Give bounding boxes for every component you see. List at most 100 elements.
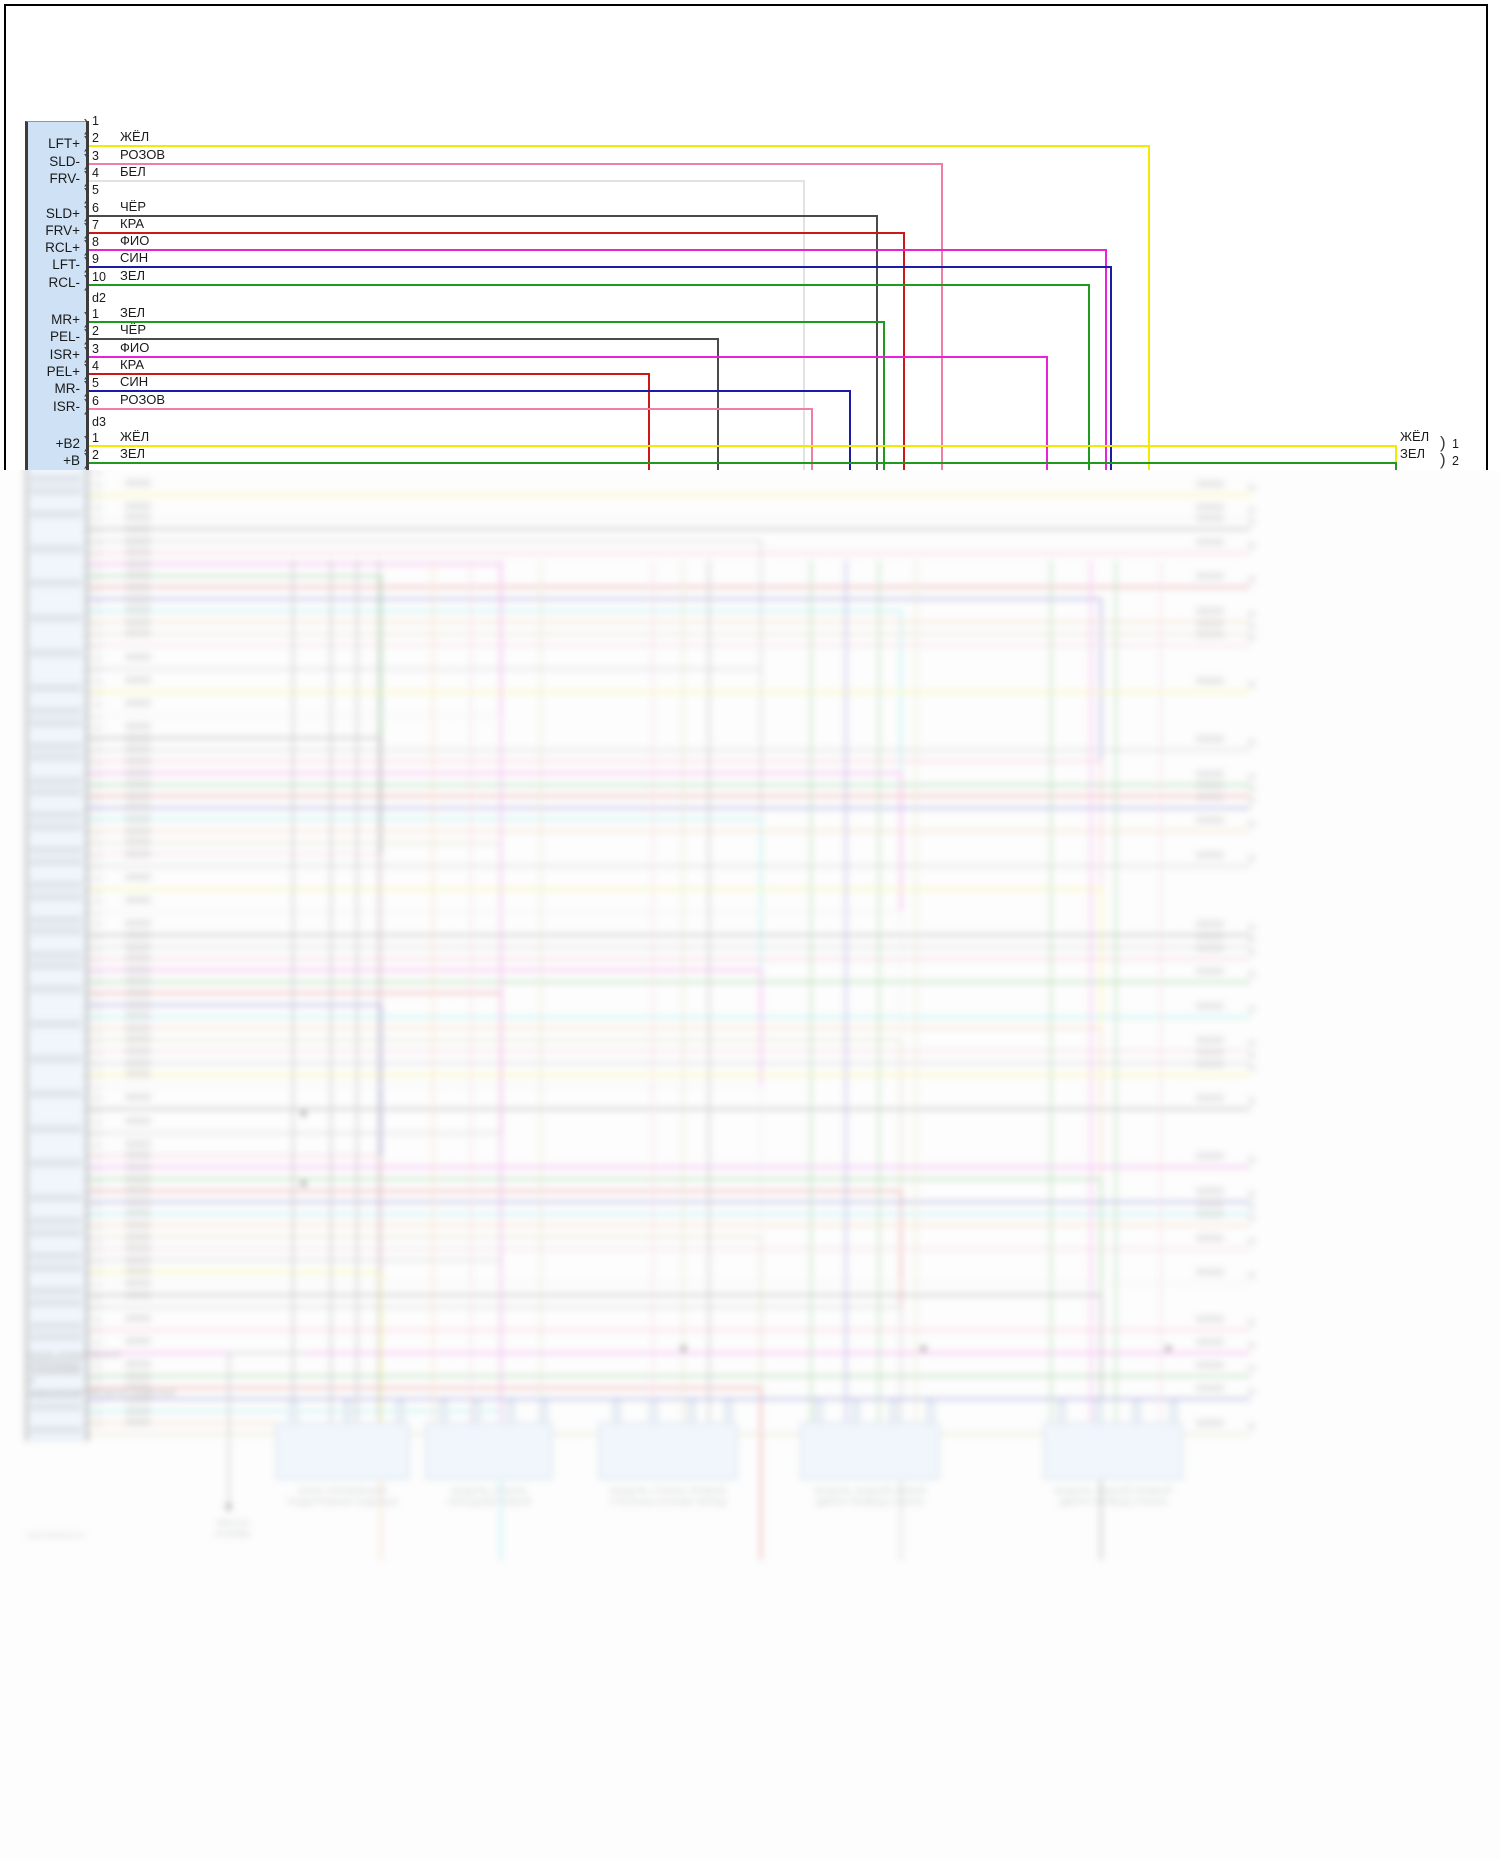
wire-vertical bbox=[500, 1259, 502, 1560]
wire-color-label bbox=[125, 1151, 151, 1160]
pin-brace-icon: ) bbox=[84, 818, 89, 835]
right-wire-color-label bbox=[1196, 1048, 1224, 1056]
pin-number bbox=[93, 1095, 102, 1103]
right-pin-number bbox=[1248, 680, 1255, 688]
pin-signal-label bbox=[30, 1229, 82, 1237]
wire-horizontal bbox=[89, 632, 1250, 635]
pin-signal-label bbox=[30, 649, 82, 657]
wire-horizontal bbox=[89, 1282, 1250, 1285]
wire-vertical bbox=[941, 162, 943, 470]
main-module-body-blur bbox=[25, 470, 87, 1441]
pin-number bbox=[93, 1199, 102, 1207]
wire-vertical bbox=[380, 1270, 382, 1560]
pin-brace-icon: ) bbox=[84, 237, 90, 257]
pin-signal-label: PEL- bbox=[49, 329, 80, 345]
right-pin-number bbox=[1248, 634, 1255, 642]
pin-brace-icon: ) bbox=[84, 504, 89, 522]
pin-number bbox=[93, 1397, 102, 1404]
bottom-connector-box[interactable] bbox=[425, 1422, 553, 1480]
wire-color-label bbox=[125, 1197, 151, 1206]
pin-number bbox=[93, 793, 102, 801]
junction-dot bbox=[680, 1345, 687, 1352]
pin-brace-icon: ) bbox=[84, 1386, 89, 1404]
pin-brace-icon: ) bbox=[84, 1108, 89, 1125]
wire-horizontal bbox=[89, 760, 1100, 763]
pin-number bbox=[93, 573, 102, 581]
wire-color-label bbox=[125, 1186, 151, 1195]
right-pin-brace-icon: ) bbox=[1440, 432, 1446, 452]
wire-horizontal bbox=[89, 1038, 900, 1041]
right-pin-number bbox=[1248, 785, 1255, 793]
wire-horizontal bbox=[89, 1108, 1250, 1111]
pin-brace-icon: ) bbox=[84, 713, 89, 731]
pin-number bbox=[93, 654, 102, 662]
pin-signal-label bbox=[30, 707, 82, 715]
junction-dot bbox=[1165, 1345, 1172, 1352]
pin-number bbox=[93, 619, 102, 627]
pin-brace-icon: ) bbox=[84, 725, 89, 743]
pin-number bbox=[93, 1257, 102, 1265]
wire-color-label bbox=[125, 478, 151, 487]
pin-signal-label bbox=[30, 857, 82, 866]
pin-number bbox=[93, 1083, 102, 1091]
pin-brace-icon: ) bbox=[84, 1003, 89, 1021]
wire-horizontal bbox=[89, 609, 900, 612]
pin-number bbox=[93, 956, 102, 964]
wire-horizontal bbox=[89, 992, 500, 995]
wire-horizontal bbox=[89, 1189, 900, 1192]
pin-brace-icon: ) bbox=[84, 202, 90, 222]
wire-vertical bbox=[1148, 145, 1150, 470]
module-note: БЛОК УПРАВЛЕНИЯ СТЕКЛАМИ И ЭЛЕКТРОПРИВОД… bbox=[28, 1350, 176, 1400]
pin-number bbox=[93, 805, 102, 813]
pin-number bbox=[93, 1223, 102, 1230]
bottom-connector-box[interactable] bbox=[800, 1422, 940, 1480]
wire-horizontal bbox=[89, 1224, 1250, 1227]
wire-vertical bbox=[1115, 560, 1117, 1460]
right-wire-color-label bbox=[1196, 781, 1224, 790]
pin-number: 7 bbox=[92, 217, 99, 232]
right-wire-color-label bbox=[1196, 1268, 1224, 1277]
wire-color-label bbox=[125, 629, 151, 638]
wire-vertical bbox=[378, 560, 380, 1460]
right-wire-color-label bbox=[1196, 1036, 1224, 1045]
pin-signal-label bbox=[30, 614, 82, 623]
wire-horizontal bbox=[89, 841, 500, 844]
right-wire-color-label bbox=[1196, 943, 1224, 952]
pin-signal-label: +B2 bbox=[55, 435, 80, 451]
wire-color-label bbox=[125, 780, 151, 789]
wire-color-label: ЗЕЛ bbox=[120, 446, 146, 462]
bottom-connector-box[interactable] bbox=[1043, 1422, 1183, 1480]
pin-brace-icon: ) bbox=[84, 876, 89, 893]
wire-color-label bbox=[125, 838, 151, 847]
wire-color-label: РОЗОВ bbox=[120, 146, 165, 162]
pin-brace-icon: ) bbox=[84, 1293, 89, 1311]
right-wire-color-label bbox=[1196, 502, 1224, 511]
right-wire-color-label: ЗЕЛ bbox=[1400, 446, 1426, 462]
bottom-connector-box[interactable] bbox=[598, 1422, 738, 1480]
wire-color-label bbox=[125, 1047, 151, 1055]
ground-wire bbox=[228, 1352, 230, 1512]
pin-brace-icon: ) bbox=[84, 1351, 89, 1369]
pin-brace-icon: ) bbox=[84, 1421, 89, 1439]
pin-brace-icon: ) bbox=[84, 133, 90, 153]
right-wire-color-label bbox=[1196, 1001, 1224, 1010]
wire-color-label bbox=[125, 1093, 151, 1102]
pin-number bbox=[93, 585, 102, 592]
wire-color-label bbox=[125, 989, 151, 997]
pin-signal-label bbox=[30, 1287, 82, 1295]
wire-color-label bbox=[125, 942, 151, 951]
pin-brace-icon: ) bbox=[84, 644, 89, 661]
connector-pin bbox=[888, 1400, 898, 1424]
pin-signal-label: +B bbox=[63, 453, 80, 469]
right-wire-color-label bbox=[1196, 734, 1224, 743]
bottom-connector-box[interactable] bbox=[275, 1422, 410, 1480]
right-pin-number bbox=[1248, 622, 1255, 630]
diagram-border bbox=[4, 4, 1488, 470]
wire-vertical bbox=[1160, 560, 1162, 1460]
main-module-body bbox=[25, 121, 87, 470]
wire-horizontal bbox=[89, 1050, 1250, 1053]
pin-number bbox=[93, 909, 102, 917]
wire-horizontal bbox=[89, 888, 1100, 890]
wire-vertical bbox=[849, 390, 851, 470]
pin-brace-icon: ) bbox=[84, 760, 89, 777]
